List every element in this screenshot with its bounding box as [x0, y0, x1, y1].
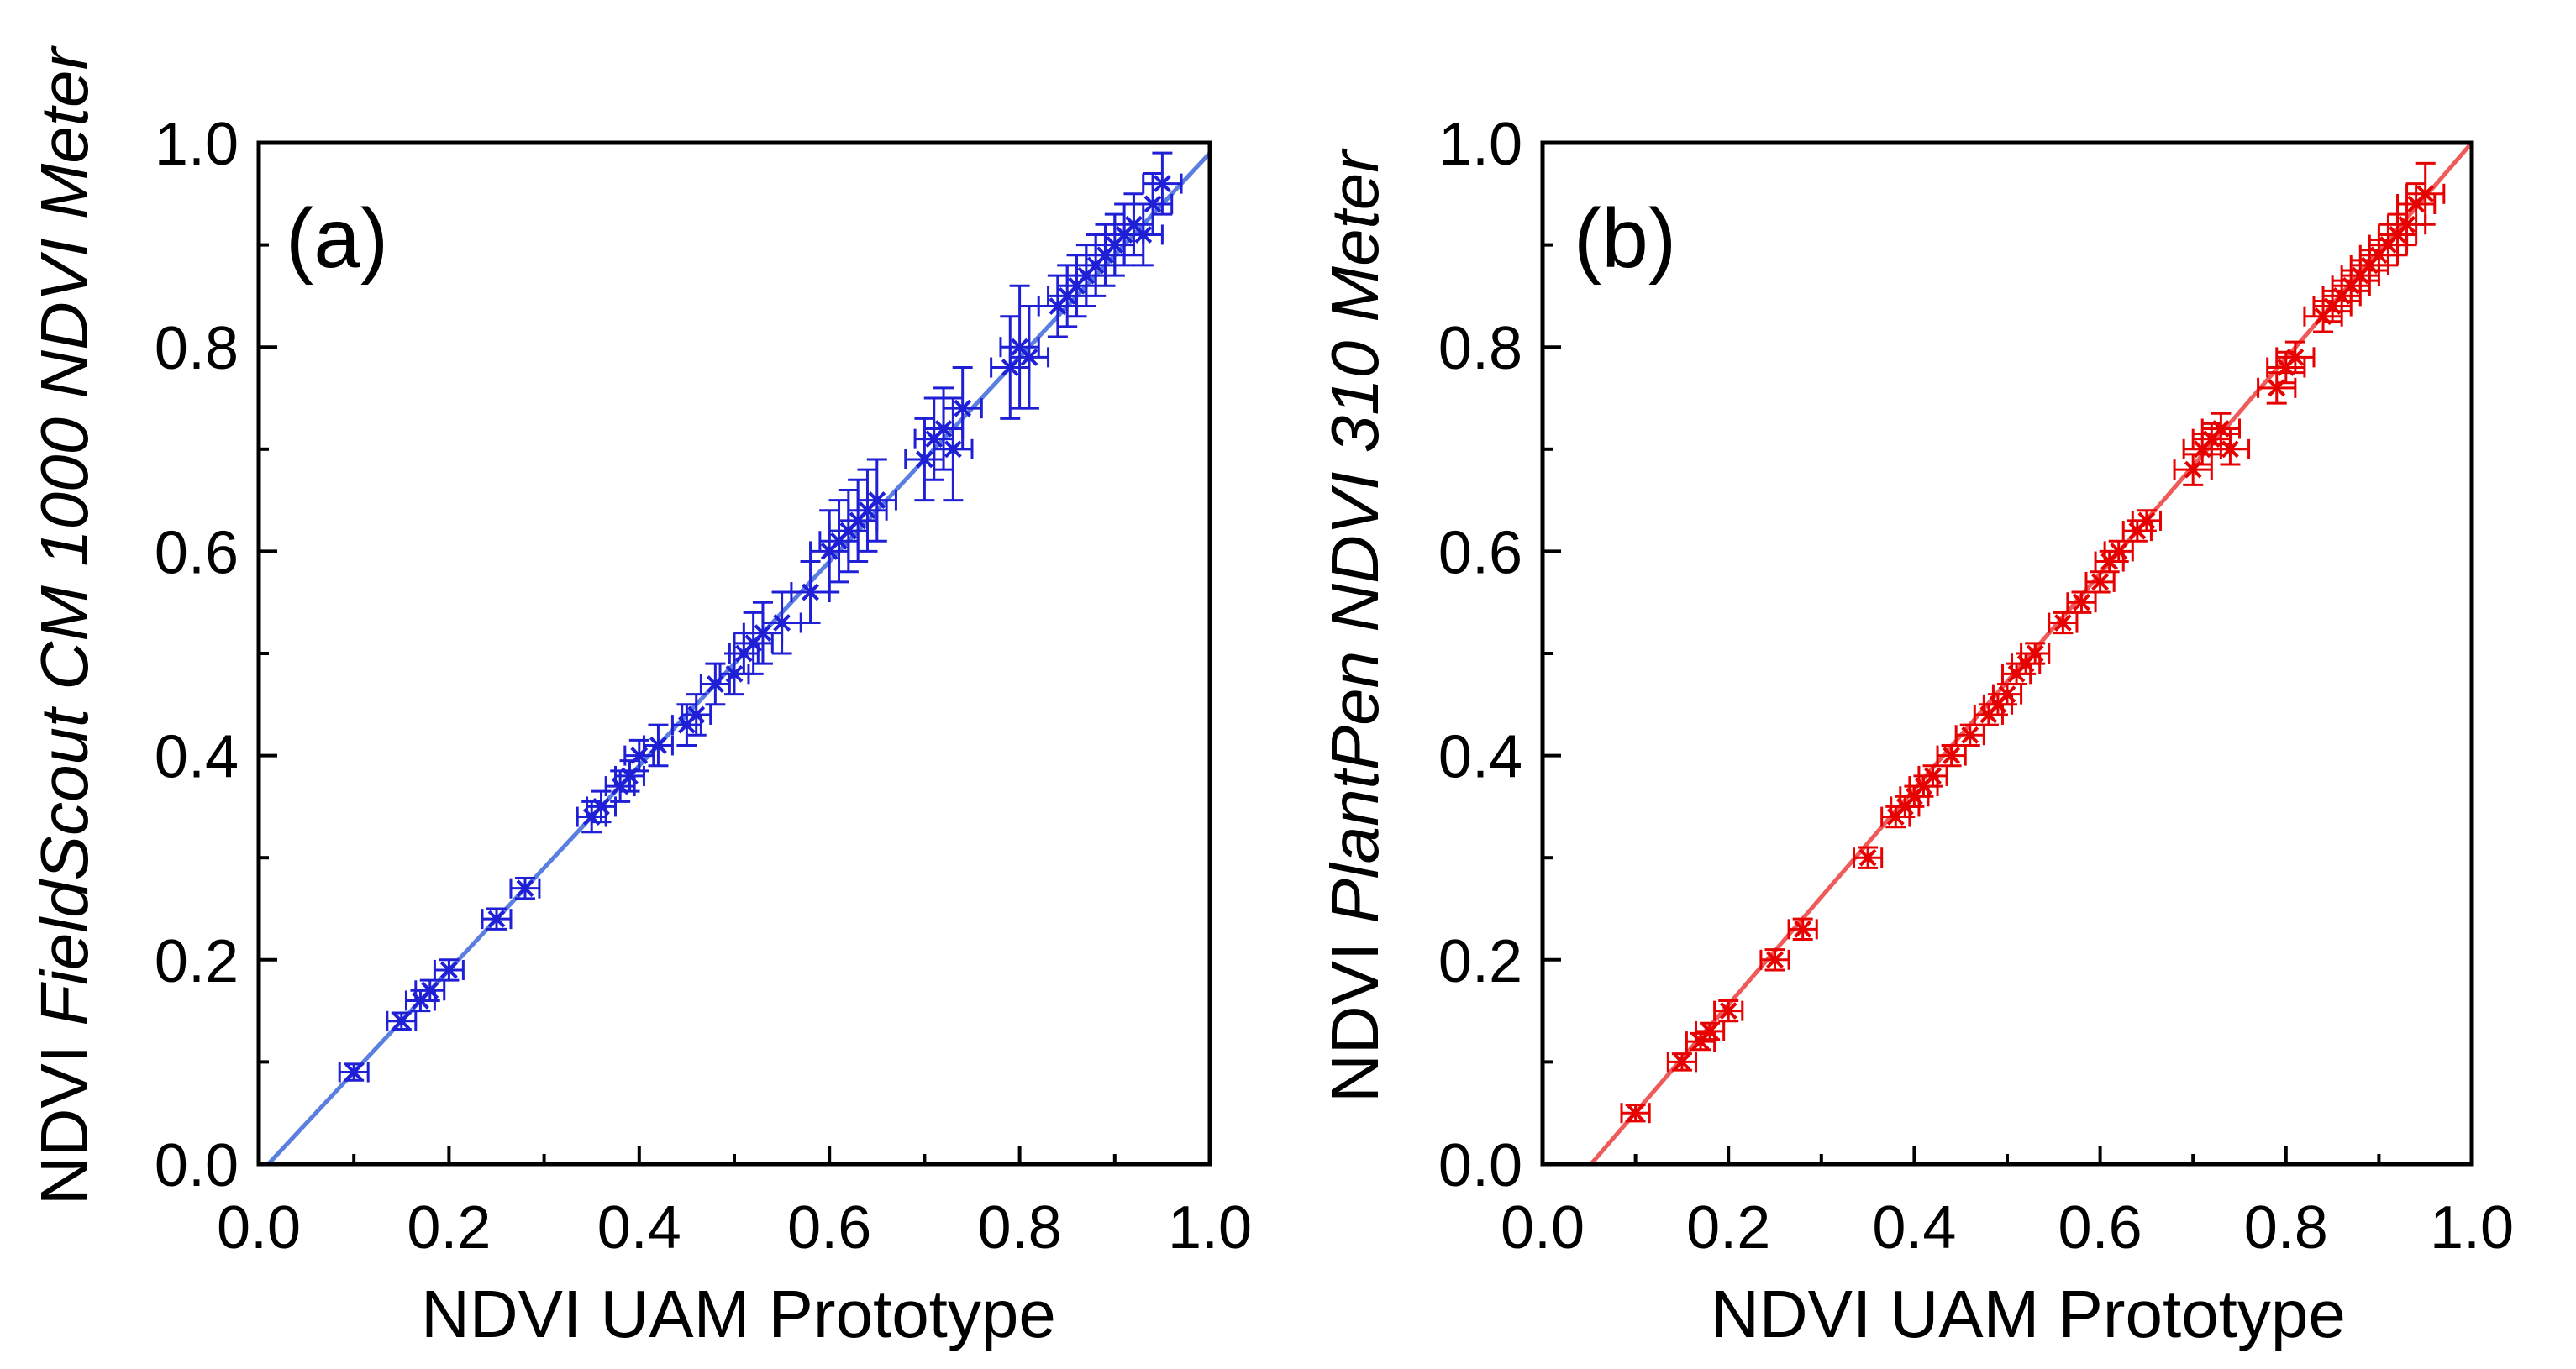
- panel-a-x-tick-label: 0.4: [597, 1194, 681, 1261]
- panel-a-data-point: [790, 560, 831, 625]
- panel-b-data-point: [2275, 340, 2316, 375]
- panel-a-data-point: [913, 396, 954, 481]
- panel-a-x-tick-labels: 0.0 0.2 0.4 0.6 0.8 1.0: [217, 1194, 1252, 1261]
- panel-b-plot-frame: [1540, 140, 2474, 1167]
- panel-a-y-tick-label: 0.0: [155, 1132, 239, 1199]
- panel-a-data-point: [681, 693, 712, 737]
- panel-a-data-point: [1008, 305, 1050, 410]
- panel-b-data-point: [1666, 1052, 1697, 1073]
- panel-a-x-axis-title: NDVI UAM Prototype: [421, 1277, 1056, 1351]
- panel-a-data-point: [856, 458, 897, 543]
- panel-b-data-point: [2331, 269, 2371, 302]
- panel-b-data-point: [2210, 433, 2251, 466]
- panel-b-y-tick-label: 0.2: [1438, 928, 1522, 995]
- panel-b-y-tick-label: 1.0: [1438, 111, 1522, 178]
- panel-a-data-point: [1132, 171, 1174, 236]
- panel-a-data-point: [809, 509, 850, 594]
- panel-b-y-tick-labels: 0.0 0.2 0.4 0.6 0.8 1.0: [1438, 111, 1522, 1199]
- panel-a-data-point: [642, 723, 674, 768]
- panel-b-y-axis-title-italic: PlantPen NDVI 310 Meter: [1317, 148, 1392, 924]
- panel-a-data-point: [942, 366, 983, 451]
- panel-a: (a) NDVI UAM Prototype NDVI FieldScout C…: [27, 45, 1252, 1351]
- panel-b-data-point: [1713, 999, 1744, 1023]
- panel-a-data-point: [509, 877, 541, 900]
- panel-b-data-point: [1787, 917, 1818, 941]
- panel-b-data-point: [1620, 1103, 1651, 1124]
- panel-b-x-tick-label: 0.2: [1686, 1194, 1770, 1261]
- panel-b-y-axis-title-prefix: NDVI: [1317, 924, 1392, 1103]
- panel-b-x-tick-labels: 0.0 0.2 0.4 0.6 0.8 1.0: [1501, 1194, 2514, 1261]
- panel-a-label: (a): [286, 191, 388, 286]
- panel-b-data-point: [1853, 846, 1884, 869]
- panel-b-x-tick-label: 1.0: [2430, 1194, 2514, 1261]
- panel-b-y-tick-label: 0.6: [1438, 519, 1522, 586]
- panel-a-y-axis-title: NDVI FieldScout CM 1000 NDVI Meter: [27, 45, 102, 1206]
- panel-b-data-point: [2020, 642, 2051, 665]
- panel-b: (b) NDVI UAM Prototype NDVI PlantPen NDV…: [1317, 111, 2514, 1351]
- panel-a-data-point: [414, 978, 446, 1002]
- panel-a-data-point: [847, 468, 888, 553]
- panel-a-y-axis-title-prefix: NDVI: [27, 1026, 102, 1205]
- panel-b-data-point: [2257, 371, 2297, 405]
- panel-b-data-point: [2103, 539, 2134, 564]
- panel-a-data-point: [481, 907, 513, 931]
- panel-b-data-point: [1917, 764, 1948, 788]
- panel-b-label: (b): [1574, 191, 1676, 286]
- panel-b-data-points: [1620, 161, 2446, 1124]
- panel-b-y-tick-label: 0.4: [1438, 724, 1522, 791]
- panel-a-data-point: [828, 488, 869, 574]
- panel-a-y-tick-label: 0.6: [155, 519, 239, 586]
- panel-b-y-tick-label: 0.8: [1438, 315, 1522, 382]
- panel-a-data-point: [999, 284, 1040, 410]
- panel-a-x-tick-label: 0.6: [787, 1194, 871, 1261]
- panel-b-data-point: [2066, 590, 2097, 614]
- panel-b-data-point: [1694, 1020, 1726, 1041]
- panel-b-data-point: [2084, 570, 2116, 594]
- panel-b-data-point: [2405, 161, 2446, 226]
- panel-a-data-point: [586, 789, 617, 824]
- panel-b-x-tick-label: 0.0: [1501, 1194, 1585, 1261]
- panel-b-data-point: [1954, 723, 1985, 747]
- panel-a-data-point: [699, 662, 731, 706]
- panel-b-data-point: [2396, 182, 2437, 226]
- panel-a-data-point: [433, 958, 465, 982]
- panel-b-data-point: [2173, 453, 2213, 486]
- panel-b-x-tick-label: 0.8: [2244, 1194, 2328, 1261]
- panel-b-data-point: [2321, 279, 2362, 313]
- panel-a-x-tick-label: 1.0: [1168, 1194, 1252, 1261]
- panel-a-x-tick-label: 0.8: [978, 1194, 1062, 1261]
- panel-a-y-tick-label: 1.0: [155, 111, 239, 178]
- panel-b-data-point: [2131, 509, 2162, 532]
- panel-a-x-tick-label: 0.2: [407, 1194, 491, 1261]
- panel-b-data-point: [2312, 289, 2353, 323]
- panel-a-x-tick-label: 0.0: [217, 1194, 301, 1261]
- panel-b-data-point: [1936, 743, 1967, 768]
- panel-b-x-tick-label: 0.4: [1872, 1194, 1956, 1261]
- panel-a-y-tick-label: 0.2: [155, 928, 239, 995]
- panel-a-data-point: [1142, 151, 1183, 216]
- panel-a-y-axis-title-italic: FieldScout CM 1000 NDVI Meter: [27, 45, 102, 1026]
- panel-a-y-tick-labels: 0.0 0.2 0.4 0.6 0.8 1.0: [155, 111, 239, 1199]
- panel-b-y-axis-title: NDVI PlantPen NDVI 310 Meter: [1317, 148, 1392, 1103]
- panel-a-plot-frame: [256, 140, 1212, 1167]
- panel-a-data-points: [338, 151, 1183, 1083]
- panel-a-y-tick-label: 0.4: [155, 724, 239, 791]
- panel-a-data-point: [338, 1062, 370, 1083]
- panel-a-y-tick-label: 0.8: [155, 315, 239, 382]
- panel-a-data-point: [990, 315, 1031, 420]
- panel-b-y-tick-label: 0.0: [1438, 1132, 1522, 1199]
- panel-b-data-point: [1759, 948, 1790, 972]
- panel-b-x-tick-label: 0.6: [2058, 1194, 2142, 1261]
- panel-a-data-point: [386, 1010, 418, 1031]
- panel-b-data-point: [2048, 611, 2079, 635]
- panel-b-data-point: [2200, 412, 2241, 446]
- panel-b-x-axis-title: NDVI UAM Prototype: [1711, 1277, 2346, 1351]
